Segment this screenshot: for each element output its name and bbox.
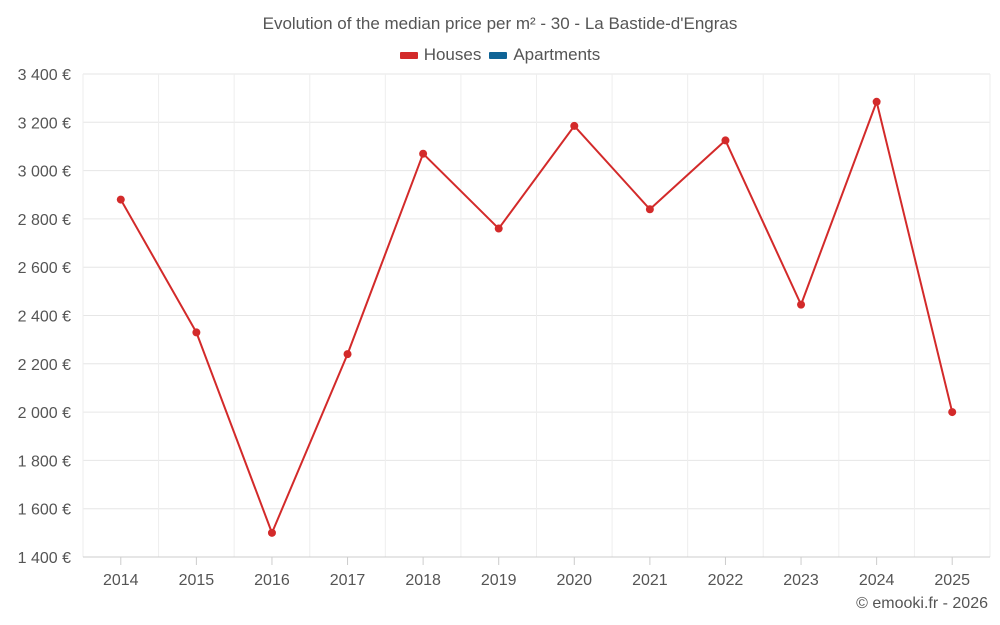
chart-legend: Houses Apartments bbox=[0, 45, 1000, 65]
series-line-houses bbox=[119, 100, 954, 534]
legend-item-houses[interactable]: Houses bbox=[399, 45, 482, 65]
data-point-houses bbox=[267, 528, 276, 537]
x-tick-label: 2019 bbox=[481, 572, 517, 589]
x-tick-label: 2020 bbox=[556, 572, 592, 589]
y-tick-label: 2 600 € bbox=[18, 260, 71, 277]
x-tick-label: 2017 bbox=[330, 572, 366, 589]
y-tick-label: 2 000 € bbox=[18, 405, 71, 422]
y-tick-label: 1 600 € bbox=[18, 502, 71, 519]
x-tick-label: 2015 bbox=[179, 572, 215, 589]
y-tick-label: 1 400 € bbox=[18, 550, 71, 567]
data-point-houses bbox=[343, 350, 352, 359]
x-tick-label: 2022 bbox=[708, 572, 744, 589]
x-tick-label: 2025 bbox=[934, 572, 970, 589]
x-tick-label: 2016 bbox=[254, 572, 290, 589]
data-point-houses bbox=[494, 224, 503, 233]
legend-label-apartments: Apartments bbox=[513, 45, 601, 64]
legend-swatch-houses bbox=[399, 51, 418, 59]
legend-label-houses: Houses bbox=[423, 45, 482, 64]
data-point-houses bbox=[948, 408, 957, 417]
x-tick-label: 2014 bbox=[103, 572, 139, 589]
data-point-houses bbox=[116, 195, 125, 204]
y-tick-label: 3 200 € bbox=[18, 115, 71, 132]
y-tick-label: 1 800 € bbox=[18, 453, 71, 470]
data-point-houses bbox=[192, 328, 201, 337]
x-tick-label: 2023 bbox=[783, 572, 819, 589]
y-tick-label: 2 400 € bbox=[18, 309, 71, 326]
legend-swatch-apartments bbox=[489, 51, 508, 59]
y-tick-label: 3 000 € bbox=[18, 164, 71, 181]
data-point-houses bbox=[872, 97, 881, 106]
y-tick-label: 2 800 € bbox=[18, 212, 71, 229]
data-point-houses bbox=[570, 121, 579, 130]
legend-item-apartments[interactable]: Apartments bbox=[489, 45, 600, 65]
data-point-houses bbox=[645, 205, 654, 214]
x-tick-label: 2024 bbox=[859, 572, 895, 589]
data-point-houses bbox=[721, 136, 730, 145]
y-tick-label: 3 400 € bbox=[18, 67, 71, 84]
x-tick-label: 2021 bbox=[632, 572, 668, 589]
data-point-houses bbox=[797, 300, 806, 309]
x-tick-label: 2018 bbox=[405, 572, 441, 589]
chart-title: Evolution of the median price per m² - 3… bbox=[262, 14, 738, 33]
y-tick-label: 2 200 € bbox=[18, 357, 71, 374]
data-point-houses bbox=[419, 149, 428, 158]
credit-text: © emooki.fr - 2026 bbox=[856, 595, 988, 612]
